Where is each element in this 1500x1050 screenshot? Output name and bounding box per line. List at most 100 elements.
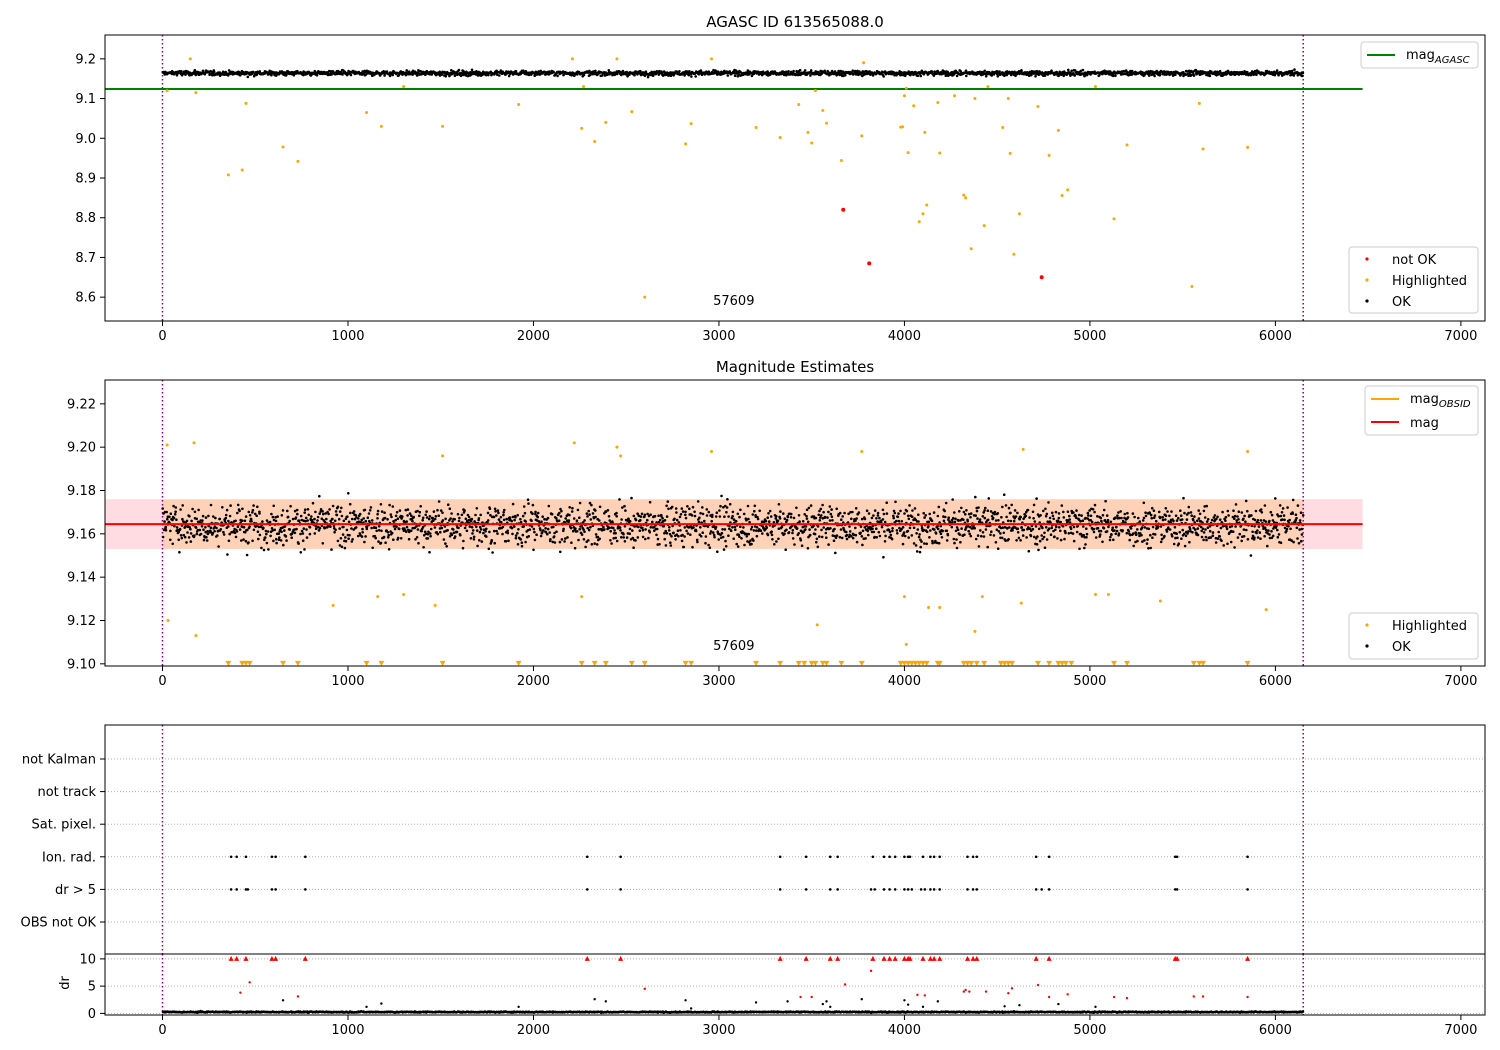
ok-point — [996, 547, 1000, 550]
ok-point — [1142, 501, 1146, 505]
ok-point — [1093, 510, 1096, 514]
ok-point — [633, 73, 636, 77]
highlighted-point — [643, 295, 647, 299]
ok-point — [588, 69, 591, 73]
ok-point — [725, 506, 729, 509]
ok-point — [1117, 532, 1121, 535]
ok-point — [1153, 514, 1157, 517]
ok-point — [889, 533, 893, 537]
ok-point — [318, 494, 321, 498]
ok-point — [1192, 518, 1195, 522]
ok-point — [444, 75, 448, 78]
ok-point — [658, 518, 662, 522]
ok-point — [1256, 519, 1260, 522]
ok-point — [469, 519, 473, 523]
ok-point — [479, 528, 483, 531]
ok-point — [510, 526, 514, 530]
y-tick-label: 9.2 — [75, 52, 96, 67]
ok-point — [248, 514, 252, 517]
ok-point — [777, 537, 780, 541]
ok-point — [236, 511, 239, 515]
ok-point — [657, 514, 660, 517]
highlighted-point — [615, 57, 619, 61]
ok-point — [1275, 69, 1279, 72]
ok-point — [527, 502, 530, 505]
ok-point — [830, 515, 834, 518]
ok-point — [733, 74, 737, 77]
ok-point — [301, 532, 305, 535]
ok-point — [607, 515, 611, 518]
ok-point — [775, 515, 778, 518]
ok-point — [251, 508, 255, 512]
ok-point — [736, 545, 740, 548]
ok-point — [308, 71, 312, 75]
ok-point — [740, 537, 743, 540]
ok-point — [1234, 525, 1237, 528]
ok-point — [1059, 529, 1062, 533]
ok-point — [349, 73, 353, 77]
ok-point — [655, 533, 658, 537]
ok-point — [528, 528, 532, 531]
ok-point — [595, 543, 599, 546]
ok-point — [1170, 510, 1173, 513]
ok-point — [1164, 514, 1168, 517]
ok-point — [1183, 544, 1187, 548]
ok-point — [922, 528, 926, 532]
ok-point — [1280, 511, 1284, 514]
panel-agasc: AGASC ID 613565088.0 0 1000 2000 3000 4000 50… — [75, 13, 1486, 344]
ok-point — [903, 534, 907, 538]
ok-point — [294, 516, 298, 519]
ok-point — [539, 69, 542, 73]
ok-point — [632, 546, 635, 549]
ok-point — [1066, 510, 1070, 513]
ok-point — [446, 503, 450, 507]
ok-point — [822, 510, 825, 514]
ok-point — [851, 510, 854, 514]
ok-point — [675, 518, 679, 522]
ok-point — [470, 517, 474, 521]
ok-point — [1132, 544, 1135, 548]
ok-point — [752, 72, 756, 75]
ok-point — [468, 525, 472, 528]
highlighted-point — [901, 125, 905, 129]
ok-point — [1292, 74, 1296, 77]
ok-point — [472, 535, 476, 539]
ok-point — [959, 540, 962, 544]
ok-point — [1027, 74, 1031, 77]
ok-point — [394, 518, 397, 522]
ok-point — [364, 535, 367, 538]
ok-point — [350, 517, 354, 521]
ok-point — [428, 515, 432, 518]
ok-point — [683, 526, 687, 529]
ok-point — [919, 74, 923, 78]
ok-point — [1053, 535, 1056, 538]
ok-point — [930, 70, 934, 73]
ok-point — [1210, 518, 1214, 522]
ok-point — [875, 527, 878, 530]
ok-point — [362, 517, 366, 520]
ok-point — [504, 540, 508, 543]
ok-point — [1159, 540, 1163, 544]
ok-point — [681, 510, 685, 513]
ok-point — [945, 529, 949, 533]
ok-point — [815, 537, 819, 541]
ok-point — [1137, 516, 1140, 520]
ok-point — [354, 526, 358, 529]
ok-point — [644, 537, 647, 541]
ok-point — [1174, 73, 1177, 76]
ok-point — [440, 526, 444, 530]
ok-point — [163, 520, 166, 523]
ok-point — [371, 546, 375, 550]
ok-point — [211, 531, 215, 535]
ok-point — [424, 513, 428, 517]
ok-point — [1034, 75, 1037, 78]
ok-point — [1178, 530, 1182, 534]
ok-point — [467, 515, 471, 519]
ok-point — [1205, 520, 1209, 523]
ok-point — [1001, 526, 1004, 529]
ok-point — [986, 509, 990, 512]
ok-point — [536, 515, 539, 519]
ok-point — [649, 513, 652, 516]
ok-point — [541, 515, 544, 518]
ok-point — [363, 540, 366, 544]
